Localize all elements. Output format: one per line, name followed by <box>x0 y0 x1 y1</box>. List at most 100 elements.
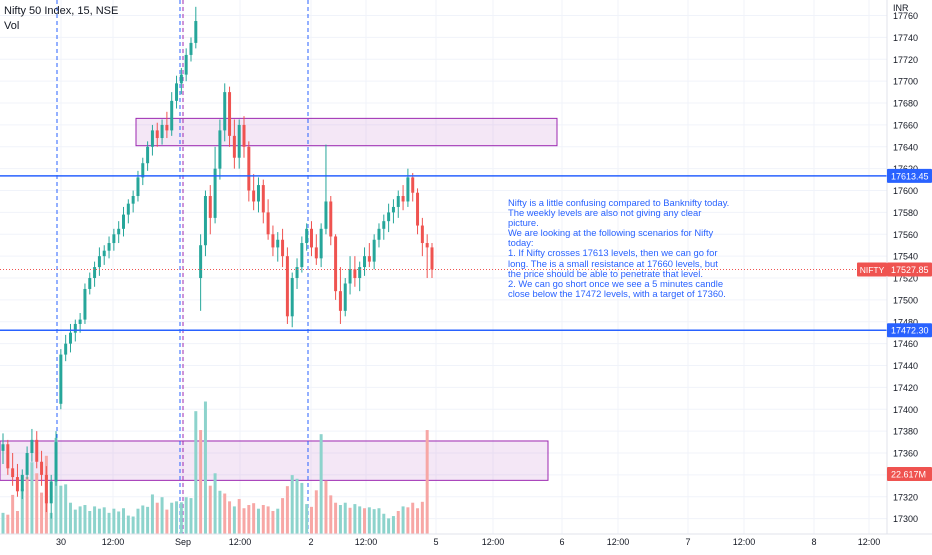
volume-bar <box>420 501 424 534</box>
volume-bar <box>97 508 101 534</box>
candle-body <box>252 190 256 202</box>
volume-bar <box>25 476 29 534</box>
volume-bar <box>363 508 367 534</box>
candle-body <box>73 323 77 333</box>
candle-body <box>295 267 299 279</box>
candle-body <box>256 185 260 202</box>
volume-bar <box>126 515 130 534</box>
candle-body <box>102 250 106 257</box>
candle-body <box>97 256 101 268</box>
volume-bar <box>150 494 154 534</box>
y-tick-label: 17360 <box>893 449 918 459</box>
x-tick-label: 6 <box>559 537 564 547</box>
level-tag-label: 17613.45 <box>891 171 929 181</box>
candle-body <box>83 288 87 320</box>
candle-body <box>334 236 338 292</box>
volume-bar <box>107 512 111 534</box>
currency-label: INR <box>893 3 909 13</box>
y-tick-label: 17560 <box>893 230 918 240</box>
candle-body <box>35 439 39 462</box>
volume-bar <box>281 498 285 534</box>
volume-bar <box>184 497 188 534</box>
candle-body <box>290 278 294 317</box>
volume-bar <box>20 488 24 534</box>
y-tick-label: 17500 <box>893 295 918 305</box>
volume-bar <box>146 506 150 534</box>
symbol-title[interactable]: Nifty 50 Index, 15, NSE <box>4 5 119 17</box>
candle-body <box>372 239 376 262</box>
grid <box>0 0 887 534</box>
volume-bar <box>155 502 159 534</box>
volume-bar <box>175 501 179 534</box>
volume-bar <box>40 492 44 534</box>
candle-body <box>93 267 97 279</box>
y-tick-label: 17480 <box>893 317 918 327</box>
y-tick-label: 17580 <box>893 208 918 218</box>
volume-bar <box>59 485 63 534</box>
candle-body <box>189 42 193 55</box>
candle-body <box>59 354 63 404</box>
candle-body <box>367 256 371 262</box>
volume-bar <box>334 502 338 534</box>
volume-bar <box>208 485 212 534</box>
volume-bar <box>136 508 140 534</box>
level-tag <box>887 323 932 338</box>
candle-body <box>276 239 280 248</box>
x-tick-label: 12:00 <box>607 537 630 547</box>
candle-body <box>25 453 29 475</box>
candle-body <box>310 228 313 248</box>
volume-bar <box>122 508 125 534</box>
volume-bar <box>194 411 198 534</box>
volume-bar <box>416 508 420 534</box>
candle-body <box>382 221 386 229</box>
volume-bar <box>49 512 53 534</box>
volume-bar <box>232 506 236 534</box>
candle-body <box>54 442 58 482</box>
candle-body <box>363 256 367 268</box>
last-price-label: 17527.85 <box>891 265 929 275</box>
y-tick-label: 17420 <box>893 383 918 393</box>
candle-body <box>179 74 183 84</box>
y-tick-label: 17700 <box>893 77 918 87</box>
candle-body <box>40 461 44 475</box>
candle-body <box>155 130 159 139</box>
volume-bar <box>266 506 270 534</box>
volume-bar <box>324 480 328 534</box>
candle-body <box>416 192 420 226</box>
volume-bar <box>348 507 352 534</box>
candle-body <box>6 444 10 469</box>
candle-body <box>117 228 121 235</box>
volume-bar <box>93 506 97 534</box>
candle-body <box>184 54 188 75</box>
vol-label[interactable]: Vol <box>4 20 20 32</box>
volume-bar <box>367 507 371 534</box>
candle-body <box>107 243 111 251</box>
volume-bar <box>203 401 207 534</box>
volume-bar <box>256 508 260 534</box>
y-tick-label: 17740 <box>893 33 918 43</box>
volume-bar <box>285 486 289 534</box>
x-tick-label: 7 <box>685 537 690 547</box>
volume-bar <box>353 504 357 534</box>
volume-bar <box>117 511 121 534</box>
candle-body <box>425 243 429 248</box>
candle-body <box>88 278 92 289</box>
volume-bar <box>218 490 222 534</box>
volume-bar <box>11 494 15 534</box>
price-labels: 17613.45 17472.30 NIFTY 17527.85 22.617M <box>857 168 932 481</box>
candle-body <box>141 163 145 178</box>
candle-body <box>68 332 72 344</box>
volume-bar <box>391 516 395 534</box>
volume-bar <box>102 507 106 534</box>
candle-body <box>348 269 352 284</box>
candle-body <box>319 228 323 259</box>
volume-bar <box>170 502 174 534</box>
volume-bar <box>372 509 376 534</box>
volume-tag-label: 22.617M <box>891 470 926 480</box>
volume-bar <box>189 498 193 534</box>
y-tick-label: 17380 <box>893 427 918 437</box>
candle-body <box>30 439 34 454</box>
analysis-note[interactable]: Nifty is a little confusing compared to … <box>508 197 730 299</box>
